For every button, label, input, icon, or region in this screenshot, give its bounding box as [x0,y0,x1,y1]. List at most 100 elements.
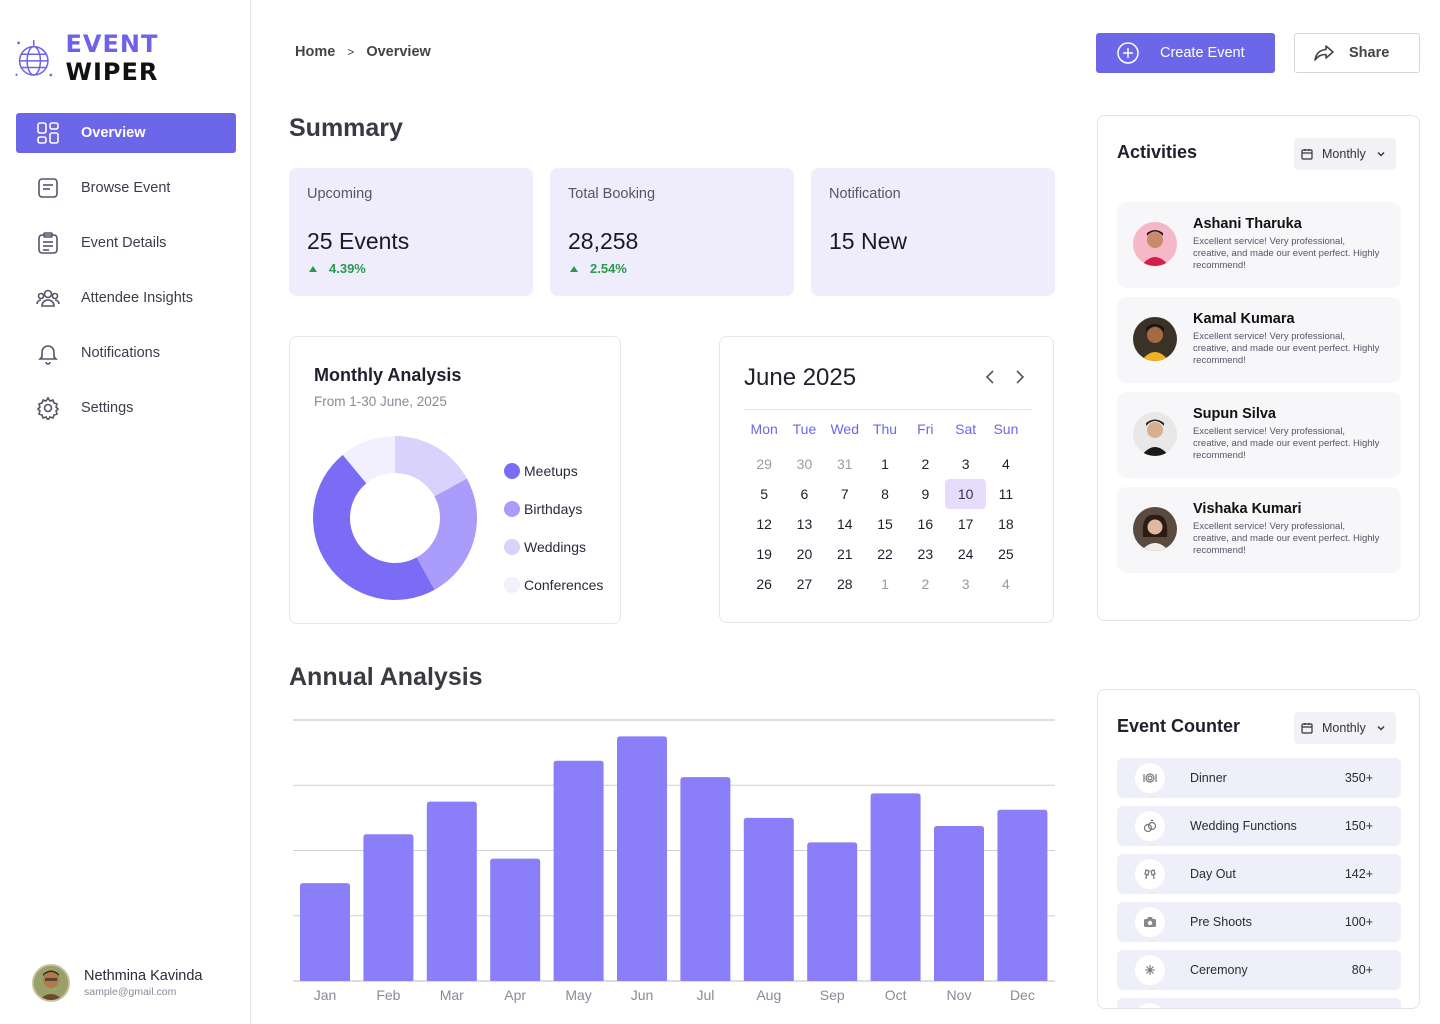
activity-item[interactable]: Ashani Tharuka Excellent service! Very p… [1117,202,1401,288]
counter-row-day-out[interactable]: Day Out 142+ [1117,854,1401,894]
calendar-day[interactable]: 1 [881,456,889,472]
calendar-day[interactable]: 6 [800,486,809,502]
calendar-icon [1301,723,1313,734]
summary-card-total-booking[interactable]: Total Booking 28,258 2.54% [550,168,794,296]
counter-filter-dropdown[interactable]: Monthly [1294,712,1396,744]
calendar-day[interactable]: 1 [881,576,889,592]
bar-jun[interactable] [617,736,667,981]
bar-may[interactable] [553,760,604,981]
create-event-button[interactable]: Create Event [1096,33,1275,73]
donut-slice-weddings[interactable] [395,436,467,497]
bar-oct[interactable] [870,793,921,981]
bar-dec[interactable] [997,809,1048,981]
donut-slice-birthdays[interactable] [416,478,477,590]
counter-value: 350+ [1344,771,1373,785]
activities-filter-dropdown[interactable]: Monthly [1294,138,1396,170]
sidebar-item-event-details[interactable]: Event Details [16,223,236,263]
sidebar-item-browse-event[interactable]: Browse Event [16,168,236,208]
bar-aug[interactable] [743,817,794,981]
calendar-day[interactable]: 4 [1002,576,1010,592]
avatar [1133,507,1177,551]
counter-row-dinner[interactable]: Dinner 350+ [1117,758,1401,798]
activity-item[interactable]: Supun Silva Excellent service! Very prof… [1117,392,1401,478]
weekday-header: Mon [750,421,778,437]
calendar-day[interactable]: 2 [921,456,930,472]
x-tick-label: Jun [631,987,654,1003]
summary-card-upcoming[interactable]: Upcoming 25 Events 4.39% [289,168,533,296]
calendar-day[interactable]: 19 [756,546,772,562]
activity-name: Vishaka Kumari [1193,501,1302,517]
calendar-day[interactable]: 11 [998,486,1014,502]
activity-name: Kamal Kumara [1193,311,1295,327]
bar-jan[interactable] [300,883,350,981]
avatar [32,964,70,1002]
summary-card-notification[interactable]: Notification 15 New [811,168,1055,296]
x-tick-label: Sep [820,987,845,1003]
bar-nov[interactable] [934,826,984,981]
weekday-header: Tue [792,421,817,437]
counter-label: Wedding Functions [1190,819,1297,833]
calendar-day[interactable]: 14 [836,516,853,532]
calendar-day[interactable]: 18 [998,516,1014,532]
sidebar-item-notifications[interactable]: Notifications [16,333,236,373]
calendar-day[interactable]: 15 [877,516,893,532]
rings-icon [1135,811,1165,841]
calendar-day[interactable]: 26 [756,576,772,592]
calendar-day[interactable]: 3 [961,456,970,472]
bar-mar[interactable] [426,801,477,981]
browse-icon [36,176,60,200]
share-button[interactable]: Share [1294,33,1420,73]
bar-feb[interactable] [363,834,414,981]
activity-item[interactable]: Vishaka Kumari Excellent service! Very p… [1117,487,1401,573]
calendar-day[interactable]: 22 [877,546,893,562]
weekday-header: Wed [830,421,860,437]
x-tick-label: Apr [504,987,526,1003]
chevron-left-icon[interactable] [981,367,999,387]
calendar-day[interactable]: 16 [917,516,934,532]
weekday-header: Sat [955,421,977,437]
calendar-day[interactable]: 20 [796,546,813,562]
counter-row-ceremony[interactable]: Ceremony 80+ [1117,950,1401,990]
donut-slice-conferences[interactable] [342,436,395,484]
calendar-day[interactable]: 28 [836,576,853,592]
breadcrumb-home[interactable]: Home [295,44,336,60]
sidebar-item-overview[interactable]: Overview [16,113,236,153]
bar-apr[interactable] [490,858,541,981]
calendar-day[interactable]: 24 [957,546,974,562]
user-profile[interactable]: Nethmina Kavinda sample@gmail.com [32,964,203,1002]
calendar-day[interactable]: 27 [796,576,813,592]
calendar-day[interactable]: 7 [840,486,849,502]
logo[interactable]: EVENT WIPER [12,30,250,86]
calendar-day[interactable]: 12 [756,516,772,532]
calendar-day[interactable]: 8 [881,486,889,502]
bar-sep[interactable] [807,842,858,981]
calendar-day[interactable]: 13 [796,516,813,532]
calendar-day[interactable]: 29 [756,456,772,472]
calendar-day[interactable]: 31 [836,456,853,472]
calendar-day[interactable]: 25 [998,546,1014,562]
calendar-day[interactable]: 9 [921,486,930,502]
share-icon [1314,45,1334,61]
sidebar-item-settings[interactable]: Settings [16,388,236,428]
sidebar-item-label: Browse Event [81,180,171,196]
calendar-day[interactable]: 10 [945,479,986,509]
counter-row-more[interactable] [1117,998,1401,1008]
bar-jul[interactable] [680,777,731,981]
activity-item[interactable]: Kamal Kumara Excellent service! Very pro… [1117,297,1401,383]
counter-row-pre-shoots[interactable]: Pre Shoots 100+ [1117,902,1401,942]
calendar-day[interactable]: 17 [957,516,974,532]
chevron-right-icon[interactable] [1011,367,1029,387]
sidebar-item-attendee-insights[interactable]: Attendee Insights [16,278,236,318]
calendar-day[interactable]: 2 [921,576,930,592]
calendar-day[interactable]: 5 [760,486,769,502]
calendar-day[interactable]: 21 [836,546,853,562]
card-value: 28,258 [568,228,639,254]
donut-slice-meetups[interactable] [313,454,435,600]
calendar-day[interactable]: 3 [961,576,970,592]
activity-text: Excellent service! Very professional, cr… [1193,521,1380,556]
calendar-day[interactable]: 30 [796,456,813,472]
calendar-day[interactable]: 4 [1002,456,1010,472]
counter-row-wedding-functions[interactable]: Wedding Functions 150+ [1117,806,1401,846]
activities-title: Activities [1117,142,1198,162]
calendar-day[interactable]: 23 [917,546,934,562]
